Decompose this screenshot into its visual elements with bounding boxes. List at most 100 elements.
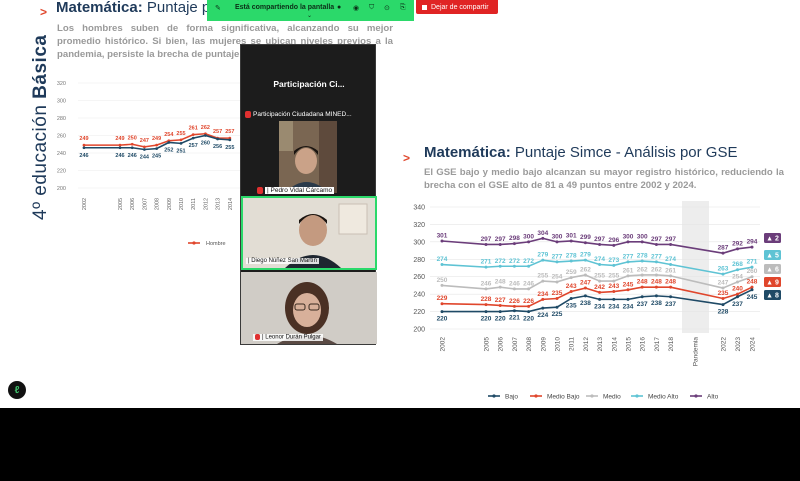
data-point	[721, 272, 725, 276]
data-point	[155, 143, 158, 147]
legend-label: Medio Bajo	[547, 394, 580, 401]
series-badge-label: ▲ 9	[766, 280, 779, 287]
data-point	[569, 297, 573, 300]
data-label: 238	[580, 300, 591, 307]
x-tick-label: 2011	[569, 337, 576, 351]
y-tick-label: 260	[57, 134, 66, 140]
data-point	[640, 273, 644, 277]
data-label: 246	[523, 280, 534, 287]
stop-sharing-button[interactable]: Dejar de compartir	[416, 0, 498, 14]
legend-label: Bajo	[505, 394, 518, 401]
mic-muted-icon	[257, 187, 263, 194]
data-label: 248	[637, 279, 648, 286]
x-tick-label: 2005	[118, 198, 124, 210]
data-label: 234	[623, 303, 634, 310]
legend-marker	[492, 394, 496, 398]
data-label: 261	[189, 126, 198, 132]
data-label: 272	[495, 258, 506, 265]
video-tile-1[interactable]	[279, 121, 337, 193]
presenter-row[interactable]: Participación Ciudadana MINED...	[245, 111, 381, 118]
x-tick-label: 2002	[82, 198, 88, 210]
data-point	[512, 304, 516, 308]
mic-toggle-icon[interactable]: ●	[337, 4, 342, 11]
data-label: 243	[566, 283, 577, 290]
data-point	[541, 297, 545, 301]
y-tick-label: 260	[413, 274, 425, 281]
x-tick-label: 2013	[216, 198, 222, 210]
screen-share-bar[interactable]: ✎ Está compartiendo la pantalla ⌄ ● ◉ ⛉ …	[207, 0, 414, 21]
video-tile-2-active-speaker[interactable]: | Diego Núñez San Martín	[241, 196, 377, 270]
data-label: 238	[651, 300, 662, 307]
x-tick-label: 2012	[203, 198, 209, 210]
legend-marker	[694, 394, 698, 398]
data-label: 228	[718, 309, 729, 316]
data-point	[498, 310, 502, 314]
pin-icon[interactable]: ✎	[215, 5, 221, 12]
x-tick-label: 2002	[440, 337, 447, 352]
data-label: 272	[523, 258, 534, 265]
data-label: 260	[747, 268, 758, 275]
presenter-name: Participación Ciudadana MINED...	[253, 111, 352, 119]
data-label: 237	[665, 301, 676, 308]
data-label: 229	[437, 295, 448, 302]
x-tick-label: 2024	[750, 337, 757, 352]
data-point	[640, 295, 644, 299]
x-tick-label: Pandemia	[693, 337, 700, 367]
legend-marker	[635, 394, 639, 398]
data-label: 262	[637, 266, 648, 273]
data-label: 220	[481, 316, 492, 323]
chevron-down-icon[interactable]: ⌄	[307, 13, 313, 19]
data-point	[555, 305, 559, 309]
data-point	[654, 273, 658, 277]
data-point	[498, 303, 502, 307]
legend-label: Medio	[603, 394, 621, 401]
series-badge-label: ▲ 8	[766, 293, 779, 300]
data-point	[583, 294, 587, 298]
info-icon[interactable]: ⊙	[384, 5, 390, 12]
data-label: 248	[665, 279, 676, 286]
data-point	[736, 295, 739, 299]
data-label: 237	[732, 301, 743, 308]
legend-marker	[534, 394, 538, 398]
data-label: 272	[509, 258, 520, 265]
data-point	[736, 247, 739, 251]
data-label: 278	[566, 253, 577, 260]
data-label: 300	[637, 233, 648, 240]
data-point	[191, 133, 195, 137]
security-icon[interactable]: ⛉	[369, 4, 375, 11]
data-label: 235	[566, 303, 577, 310]
x-tick-label: 2006	[498, 337, 505, 352]
data-label: 300	[523, 233, 534, 240]
data-label: 277	[623, 253, 634, 260]
data-label: 237	[637, 301, 648, 308]
data-point	[669, 263, 673, 267]
data-point	[216, 137, 220, 141]
app-logo-icon[interactable]: ℓ	[8, 381, 26, 399]
right-section-title: Matemática: Puntaje Simce - Análisis por…	[424, 144, 738, 161]
x-tick-label: 2008	[526, 337, 533, 352]
data-label: 301	[437, 232, 448, 239]
data-label: 254	[552, 273, 563, 280]
close-share-icon[interactable]: ⎘	[400, 4, 406, 11]
vertical-title-bold: Básica	[30, 34, 51, 99]
data-point	[179, 141, 183, 145]
video-tile-3[interactable]: | Leonor Durán Pulgar	[241, 272, 377, 344]
data-point	[512, 242, 516, 246]
data-point	[179, 138, 183, 142]
data-label: 250	[437, 277, 448, 284]
data-label: 235	[718, 290, 729, 297]
data-label: 277	[552, 253, 563, 260]
data-point	[130, 146, 134, 150]
data-label: 274	[437, 256, 448, 263]
data-point	[626, 297, 630, 301]
x-tick-label: 2018	[668, 337, 675, 352]
video-call-panel[interactable]: Participación Ci... Participación Ciudad…	[240, 44, 377, 345]
data-point	[484, 287, 488, 291]
data-point	[541, 236, 545, 240]
data-point	[143, 148, 146, 151]
data-label: 297	[481, 236, 492, 243]
data-point	[721, 303, 725, 307]
data-point	[626, 288, 630, 292]
data-point	[82, 146, 86, 150]
camera-toggle-icon[interactable]: ◉	[353, 5, 360, 12]
